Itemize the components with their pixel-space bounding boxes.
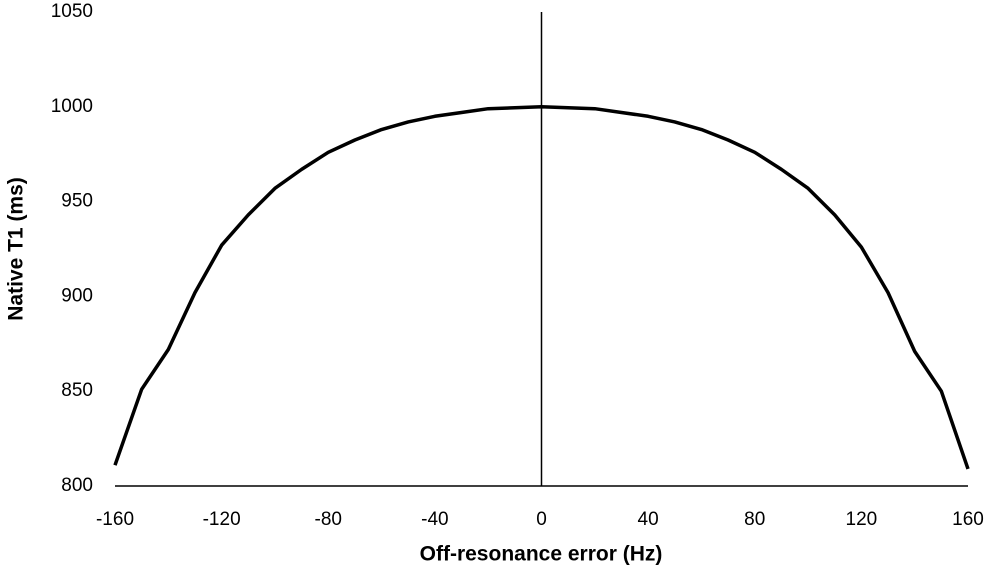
x-tick-label: 0 <box>536 509 547 530</box>
data-line <box>113 105 970 470</box>
y-tick-label: 1000 <box>51 96 93 117</box>
x-tick-label: -80 <box>315 509 342 530</box>
x-tick-label: -40 <box>421 509 448 530</box>
y-tick-label: 850 <box>61 380 93 401</box>
x-tick-label: -160 <box>96 509 134 530</box>
y-axis-title: Native T1 (ms) <box>5 177 28 321</box>
y-tick-label: 800 <box>61 475 93 496</box>
x-tick-label: 160 <box>952 509 984 530</box>
x-tick-label: 120 <box>846 509 878 530</box>
x-tick-label: 40 <box>638 509 659 530</box>
x-axis-title: Off-resonance error (Hz) <box>420 543 663 566</box>
x-tick-label: -120 <box>203 509 241 530</box>
y-tick-label: 900 <box>61 285 93 306</box>
x-tick-label: 80 <box>744 509 765 530</box>
y-tick-label: 1050 <box>51 1 93 22</box>
y-tick-label: 950 <box>61 191 93 212</box>
